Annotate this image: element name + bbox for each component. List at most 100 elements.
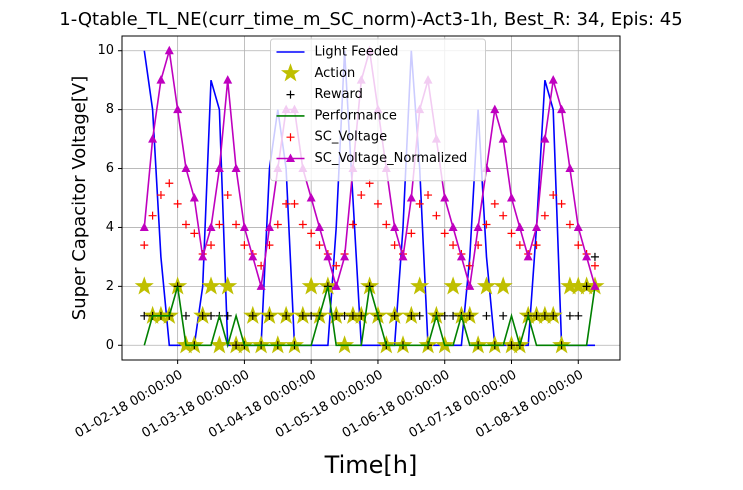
triangle-marker: [390, 222, 400, 231]
chart-title: 1-Qtable_TL_NE(curr_time_m_SC_norm)-Act3…: [59, 9, 682, 30]
plus-marker: [223, 311, 232, 320]
plus-marker: [449, 311, 458, 320]
plus-marker: [499, 211, 508, 220]
legend: Light Feeded Action Reward Performance SC_Vo…: [270, 38, 486, 182]
plus-marker: [332, 311, 341, 320]
plus-marker: [465, 311, 474, 320]
plus-marker: [482, 311, 491, 320]
triangle-marker: [465, 281, 475, 290]
triangle-marker: [164, 45, 174, 55]
plus-marker: [540, 311, 549, 320]
plus-marker: [415, 311, 424, 320]
plus-marker: [582, 282, 591, 291]
series-line: [143, 286, 596, 349]
plus-marker: [549, 311, 558, 320]
triangle-marker: [565, 163, 575, 173]
star-marker: [301, 276, 321, 295]
triangle-marker: [239, 222, 249, 231]
plus-marker: [290, 199, 299, 208]
plus-marker: [574, 241, 583, 250]
x-tick-label: 01-07-18 00:00:00: [406, 368, 519, 442]
plus-marker: [156, 191, 165, 200]
x-tick-label: 01-06-18 00:00:00: [340, 368, 453, 442]
plus-marker: [407, 311, 416, 320]
triangle-marker: [256, 281, 266, 290]
plus-marker: [332, 261, 341, 270]
triangle-marker: [582, 251, 592, 261]
triangle-marker: [181, 163, 191, 173]
triangle-marker: [473, 222, 483, 231]
x-tick-label: 01-03-18 00:00:00: [139, 368, 252, 442]
plus-marker: [307, 311, 316, 320]
plus-marker: [248, 311, 257, 320]
plus-marker: [232, 341, 241, 350]
plus-marker: [373, 199, 382, 208]
triangle-marker: [506, 193, 516, 202]
triangle-marker: [540, 134, 550, 143]
triangle-marker: [548, 75, 558, 84]
plus-marker: [565, 220, 574, 229]
plus-marker: [165, 179, 174, 188]
plus-marker: [449, 241, 458, 250]
plus-marker: [440, 229, 449, 238]
plus-marker: [181, 220, 190, 229]
plus-marker: [173, 199, 182, 208]
triangle-marker: [331, 281, 341, 290]
plus-marker: [286, 133, 295, 142]
star-marker: [493, 276, 513, 295]
y-tick-label: 4: [106, 220, 114, 235]
legend-label: SC_Voltage_Normalized: [315, 151, 468, 166]
y-tick-label: 10: [97, 43, 114, 58]
plus-marker: [557, 199, 566, 208]
plus-marker: [340, 311, 349, 320]
plus-marker: [190, 229, 199, 238]
triangle-marker: [456, 251, 466, 261]
plus-marker: [532, 311, 541, 320]
triangle-marker: [286, 153, 295, 162]
plus-marker: [590, 261, 599, 270]
y-tick-label: 8: [106, 102, 114, 117]
plus-marker: [348, 311, 357, 320]
plus-marker: [298, 311, 307, 320]
x-tick-label: 01-08-18 00:00:00: [473, 368, 586, 442]
star-marker: [281, 63, 300, 82]
triangle-marker: [523, 251, 533, 261]
plus-marker: [298, 220, 307, 229]
plus-marker: [499, 311, 508, 320]
triangle-marker: [340, 251, 350, 261]
triangle-marker: [398, 251, 408, 261]
triangle-marker: [406, 193, 416, 202]
plus-marker: [415, 199, 424, 208]
plus-marker: [440, 311, 449, 320]
plus-marker: [424, 191, 433, 200]
plus-marker: [565, 311, 574, 320]
plus-marker: [390, 241, 399, 250]
plus-marker: [532, 241, 541, 250]
legend-box: [270, 38, 486, 182]
plus-marker: [540, 211, 549, 220]
star-marker: [134, 276, 154, 295]
triangle-marker: [515, 222, 525, 231]
plus-marker: [515, 241, 524, 250]
plus-marker: [207, 311, 216, 320]
triangle-marker: [323, 251, 333, 261]
y-tick-label: 2: [106, 279, 114, 294]
plus-marker: [215, 220, 224, 229]
plus-marker: [590, 252, 599, 261]
x-tick-label: 01-02-18 00:00:00: [73, 368, 186, 442]
plus-marker: [407, 229, 416, 238]
plot-frame: [121, 35, 621, 361]
triangle-marker: [440, 193, 450, 202]
triangle-marker: [156, 75, 166, 84]
triangle-marker: [173, 104, 183, 114]
plus-marker: [240, 241, 249, 250]
triangle-marker: [315, 222, 325, 231]
star-marker: [410, 276, 430, 295]
plus-marker: [315, 241, 324, 250]
star-marker: [443, 276, 463, 295]
plus-marker: [286, 90, 295, 99]
plus-marker: [181, 311, 190, 320]
y-tick-label: 6: [106, 161, 114, 176]
triangle-marker: [573, 222, 583, 231]
star-marker: [218, 276, 238, 295]
